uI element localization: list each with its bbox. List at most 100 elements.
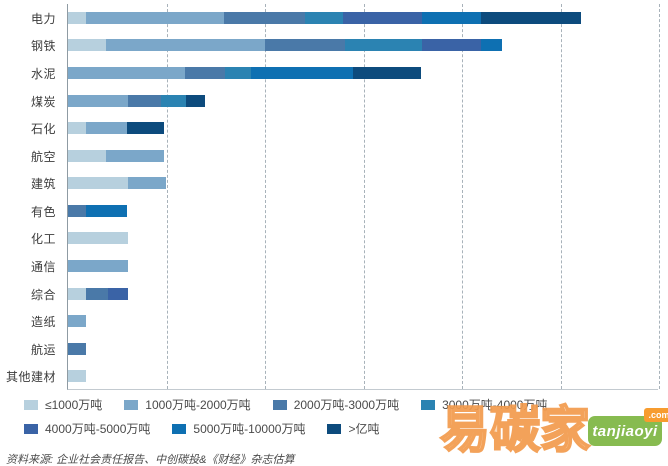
bar-segment — [422, 39, 481, 52]
category-label: 建筑 — [30, 177, 56, 192]
bar-row — [68, 11, 581, 24]
legend-swatch — [24, 399, 38, 410]
legend-item-1: 1000万吨-2000万吨 — [124, 396, 251, 413]
watermark: 易碳家 tanjiaoyi .com — [439, 400, 668, 462]
legend-label: >亿吨 — [348, 422, 380, 436]
legend-label: 4000万吨-5000万吨 — [45, 422, 151, 436]
bar-segment — [422, 11, 481, 24]
category-label: 石化 — [30, 122, 56, 137]
legend-label: 3000万吨-4000万吨 — [442, 398, 548, 412]
bar-segment — [225, 66, 251, 79]
bar-segment — [185, 66, 225, 79]
category-label: 电力 — [30, 11, 56, 26]
bar-row — [68, 315, 86, 328]
bar-row — [68, 259, 128, 272]
bar-segment — [68, 66, 185, 79]
bar-segment — [68, 204, 86, 217]
category-label: 综合 — [30, 287, 56, 302]
category-label: 煤炭 — [30, 94, 56, 109]
bar-row — [68, 287, 128, 300]
legend-swatch — [327, 423, 342, 434]
legend-row: ≤1000万吨 1000万吨-2000万吨 2000万吨-3000万吨 3000万吨-… — [24, 396, 654, 413]
legend-item-6: >亿吨 — [327, 420, 379, 437]
watermark-badge-text: tanjiaoyi — [592, 422, 658, 440]
legend-item-0: ≤1000万吨 — [24, 396, 102, 413]
bar-row — [68, 39, 502, 52]
bar-row — [68, 66, 421, 79]
bar-segment — [68, 232, 128, 245]
legend-label: 5000万吨-10000万吨 — [193, 422, 306, 436]
bar-segment — [68, 149, 106, 162]
bar-segment — [161, 94, 186, 107]
bar-segment — [68, 94, 128, 107]
bar-segment — [343, 11, 422, 24]
category-label: 航运 — [30, 342, 56, 357]
bar-segment — [68, 315, 86, 328]
bar-row — [68, 342, 86, 355]
bar-segment — [68, 177, 128, 190]
legend-label: 2000万吨-3000万吨 — [293, 398, 400, 412]
legend-swatch — [124, 399, 139, 410]
bar-segment — [224, 11, 305, 24]
legend-item-4: 4000万吨-5000万吨 — [24, 420, 150, 437]
bar-row — [68, 177, 166, 190]
gridline — [560, 4, 562, 389]
gridline — [659, 4, 660, 389]
bar-segment — [481, 39, 502, 52]
legend-item-2: 2000万吨-3000万吨 — [272, 396, 400, 413]
legend-swatch — [272, 399, 287, 410]
category-label: 通信 — [30, 259, 56, 274]
category-label: 水泥 — [30, 66, 56, 81]
legend-swatch — [421, 399, 436, 410]
bar-segment — [128, 177, 166, 190]
legend-item-5: 5000万吨-10000万吨 — [172, 420, 305, 437]
category-label: 有色 — [30, 204, 56, 219]
bar-row — [68, 94, 205, 107]
bar-segment — [86, 11, 224, 24]
gridline — [265, 4, 266, 389]
watermark-brand-text: 易碳家 — [439, 401, 591, 459]
legend-swatch — [172, 423, 187, 434]
category-label: 造纸 — [30, 315, 56, 330]
category-label: 其他建材 — [5, 370, 56, 385]
bar-segment — [86, 204, 127, 217]
legend-swatch — [24, 423, 38, 434]
category-axis: 电力钢铁水泥煤炭石化航空建筑有色化工通信综合造纸航运其他建材 — [0, 4, 62, 390]
bar-segment — [68, 122, 86, 135]
bar-segment — [68, 39, 106, 52]
bar-segment — [345, 39, 422, 52]
bar-segment — [86, 122, 127, 135]
bar-segment — [106, 39, 265, 52]
bar-segment — [251, 66, 353, 79]
bar-segment — [265, 39, 345, 52]
plot-area — [67, 4, 660, 390]
bar-segment — [128, 94, 161, 107]
bar-segment — [186, 94, 205, 107]
category-label: 钢铁 — [30, 39, 56, 54]
source-note: 资料来源: 企业社会责任报告、中创碳投&《财经》杂志估算 — [6, 454, 295, 466]
gridline — [363, 4, 365, 389]
bar-segment — [68, 287, 86, 300]
bar-row — [68, 370, 86, 383]
legend-row: 4000万吨-5000万吨 5000万吨-10000万吨 >亿吨 — [24, 420, 654, 437]
gridline — [462, 4, 463, 389]
bar-segment — [353, 66, 421, 79]
bar-segment — [68, 259, 128, 272]
bar-segment — [106, 149, 164, 162]
watermark-domain-suffix: .com — [644, 408, 668, 422]
bar-segment — [68, 342, 86, 355]
legend-label: ≤1000万吨 — [45, 398, 103, 412]
bar-segment — [86, 287, 108, 300]
bar-segment — [68, 11, 86, 24]
bar-segment — [68, 370, 86, 383]
category-label: 航空 — [30, 149, 56, 164]
legend: ≤1000万吨 1000万吨-2000万吨 2000万吨-3000万吨 3000万吨-… — [24, 396, 654, 437]
legend-item-3: 3000万吨-4000万吨 — [421, 396, 547, 413]
legend-label: 1000万吨-2000万吨 — [145, 398, 251, 412]
bar-segment — [305, 11, 343, 24]
bar-row — [68, 232, 128, 245]
bar-segment — [108, 287, 128, 300]
category-label: 化工 — [30, 232, 56, 247]
bar-segment — [127, 122, 164, 135]
